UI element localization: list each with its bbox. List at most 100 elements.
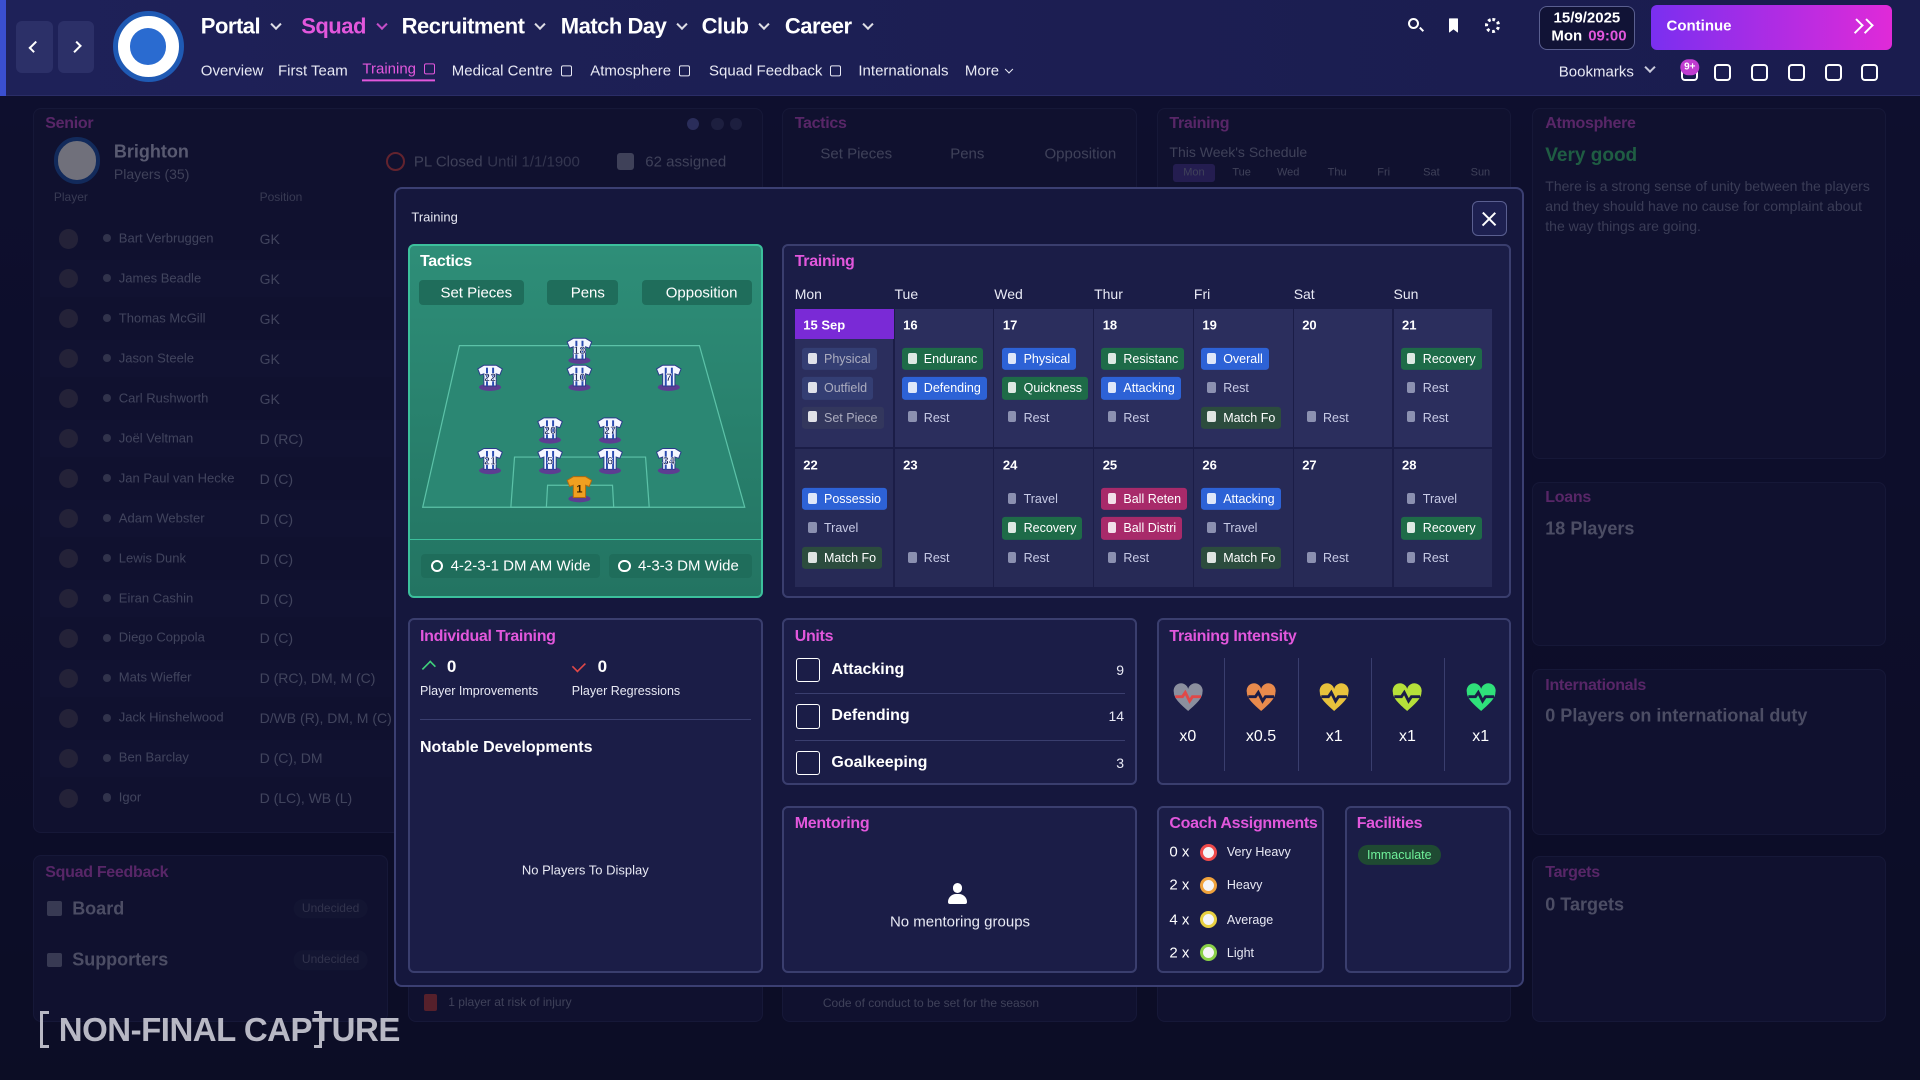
subnav-item[interactable]: Internationals (858, 62, 949, 80)
calendar-date: 15 Sep (803, 317, 846, 333)
toolbar-icon[interactable] (1714, 63, 1732, 81)
unit-name[interactable]: Defending (831, 707, 910, 725)
session[interactable]: Rest (1323, 410, 1349, 425)
session[interactable]: Recovery (1001, 517, 1083, 540)
subnav-item[interactable]: Overview (200, 62, 264, 80)
session[interactable]: Outfield (802, 377, 874, 400)
subnav-item[interactable]: More (965, 62, 1012, 79)
toolbar-icon[interactable] (1861, 63, 1879, 81)
search-icon[interactable] (1408, 18, 1420, 30)
calendar-day: Sun (1393, 285, 1419, 302)
bookmark-icon[interactable] (1448, 18, 1459, 34)
nav-item[interactable]: Career (785, 13, 872, 38)
unit-name[interactable]: Goalkeeping (831, 753, 928, 771)
intensity-divider (1370, 657, 1372, 772)
unit-icon (795, 657, 821, 683)
session[interactable]: Quickness (1001, 377, 1088, 400)
tactics-button[interactable] (641, 280, 752, 305)
subnav-item[interactable]: Training (362, 60, 436, 82)
coach-level: Very Heavy (1226, 845, 1291, 859)
subnav-item[interactable]: Medical Centre (452, 62, 572, 79)
session[interactable]: Overall (1201, 347, 1269, 370)
subnav-item[interactable]: Squad Feedback (709, 62, 841, 79)
session[interactable]: Resistanc (1101, 347, 1185, 370)
shirt-stripe (485, 450, 488, 469)
formation-label[interactable]: 4-2-3-1 DM AM Wide (450, 557, 591, 575)
session[interactable]: Rest (1023, 550, 1050, 565)
bookmarks[interactable]: Bookmarks (1559, 64, 1654, 81)
intensity-label[interactable]: x0 (1179, 727, 1197, 745)
formation-label[interactable]: 4-3-3 DM Wide (638, 557, 739, 575)
calendar-cell[interactable] (1293, 308, 1394, 449)
session[interactable]: Rest (1223, 381, 1249, 395)
nav-item[interactable]: Portal (201, 13, 280, 38)
intensity-label[interactable]: x1 (1472, 727, 1490, 745)
session[interactable]: Match Fo (1201, 406, 1282, 429)
nav-item[interactable]: Recruitment (402, 13, 545, 38)
calendar-cell[interactable] (894, 448, 995, 589)
subnav-item[interactable]: First Team (278, 62, 348, 80)
tactics-button[interactable] (547, 280, 619, 305)
session[interactable]: Rest (1422, 381, 1449, 395)
date-box[interactable] (1539, 6, 1635, 51)
calendar-day: Fri (1193, 285, 1211, 302)
toolbar-icon[interactable] (1824, 63, 1842, 81)
session-icon (808, 551, 817, 563)
nav-button[interactable] (57, 20, 95, 74)
tactics-button-label[interactable]: Set Pieces (440, 284, 513, 302)
session[interactable]: Rest (1023, 410, 1050, 425)
session[interactable]: Rest (1422, 550, 1449, 565)
session[interactable]: Rest (1323, 550, 1349, 565)
session[interactable]: Set Piece (802, 406, 884, 429)
formation-button[interactable] (608, 553, 752, 578)
toolbar-icon[interactable] (1751, 63, 1769, 81)
session[interactable]: Recovery (1400, 347, 1482, 370)
session[interactable]: Match Fo (1201, 546, 1282, 569)
session[interactable]: Travel (824, 521, 859, 536)
continue-button[interactable] (1650, 4, 1892, 51)
nav-item[interactable]: Match Day (561, 13, 687, 38)
session[interactable]: Possessio (802, 487, 887, 511)
session[interactable]: Physical (1001, 347, 1077, 370)
session[interactable]: Attacking (1101, 377, 1181, 400)
nav-button[interactable] (15, 20, 53, 74)
session[interactable]: Ball Reten (1101, 487, 1188, 511)
nav-item[interactable]: Squad (301, 13, 386, 38)
toolbar-icon[interactable] (1787, 63, 1805, 81)
player-shirt (566, 364, 593, 387)
session[interactable]: Attacking (1201, 487, 1281, 511)
continue-label[interactable]: Continue (1666, 17, 1732, 35)
session[interactable]: Enduranc (901, 347, 984, 370)
session[interactable]: Physical (802, 347, 877, 370)
intensity-label[interactable]: x0.5 (1245, 727, 1277, 745)
settings-icon[interactable] (1485, 18, 1500, 34)
tactics-button-label[interactable]: Pens (570, 284, 605, 302)
session[interactable]: Defending (901, 377, 987, 400)
session[interactable]: Ball Distri (1101, 517, 1183, 540)
session[interactable]: Rest (1123, 410, 1150, 425)
intensity-label[interactable]: x1 (1398, 727, 1416, 745)
shirt-stripe (551, 420, 554, 439)
session-icon (908, 551, 917, 563)
formation-button[interactable] (421, 553, 600, 578)
session[interactable]: Match Fo (802, 546, 883, 569)
session[interactable]: Rest (1123, 550, 1150, 565)
session[interactable]: Travel (1023, 491, 1058, 506)
tactics-button-label[interactable]: Opposition (665, 284, 738, 302)
session[interactable]: Recovery (1400, 517, 1482, 540)
calendar-cell[interactable] (1393, 308, 1494, 449)
heart-pulse (1321, 689, 1348, 704)
unit-name[interactable]: Attacking (831, 660, 905, 678)
regressions: 0 (597, 657, 608, 677)
session[interactable]: Travel (1223, 521, 1258, 536)
session[interactable]: Travel (1422, 491, 1458, 506)
session[interactable]: Rest (923, 550, 950, 565)
subnav-item[interactable]: Atmosphere (590, 62, 690, 79)
calendar-date: 27 (1302, 457, 1317, 473)
nav-item[interactable]: Club (702, 13, 769, 38)
session[interactable]: Rest (1422, 410, 1449, 425)
calendar-cell[interactable] (1293, 448, 1394, 589)
session[interactable]: Rest (923, 410, 950, 425)
tactics-button[interactable] (418, 280, 525, 305)
intensity-label[interactable]: x1 (1325, 727, 1343, 745)
